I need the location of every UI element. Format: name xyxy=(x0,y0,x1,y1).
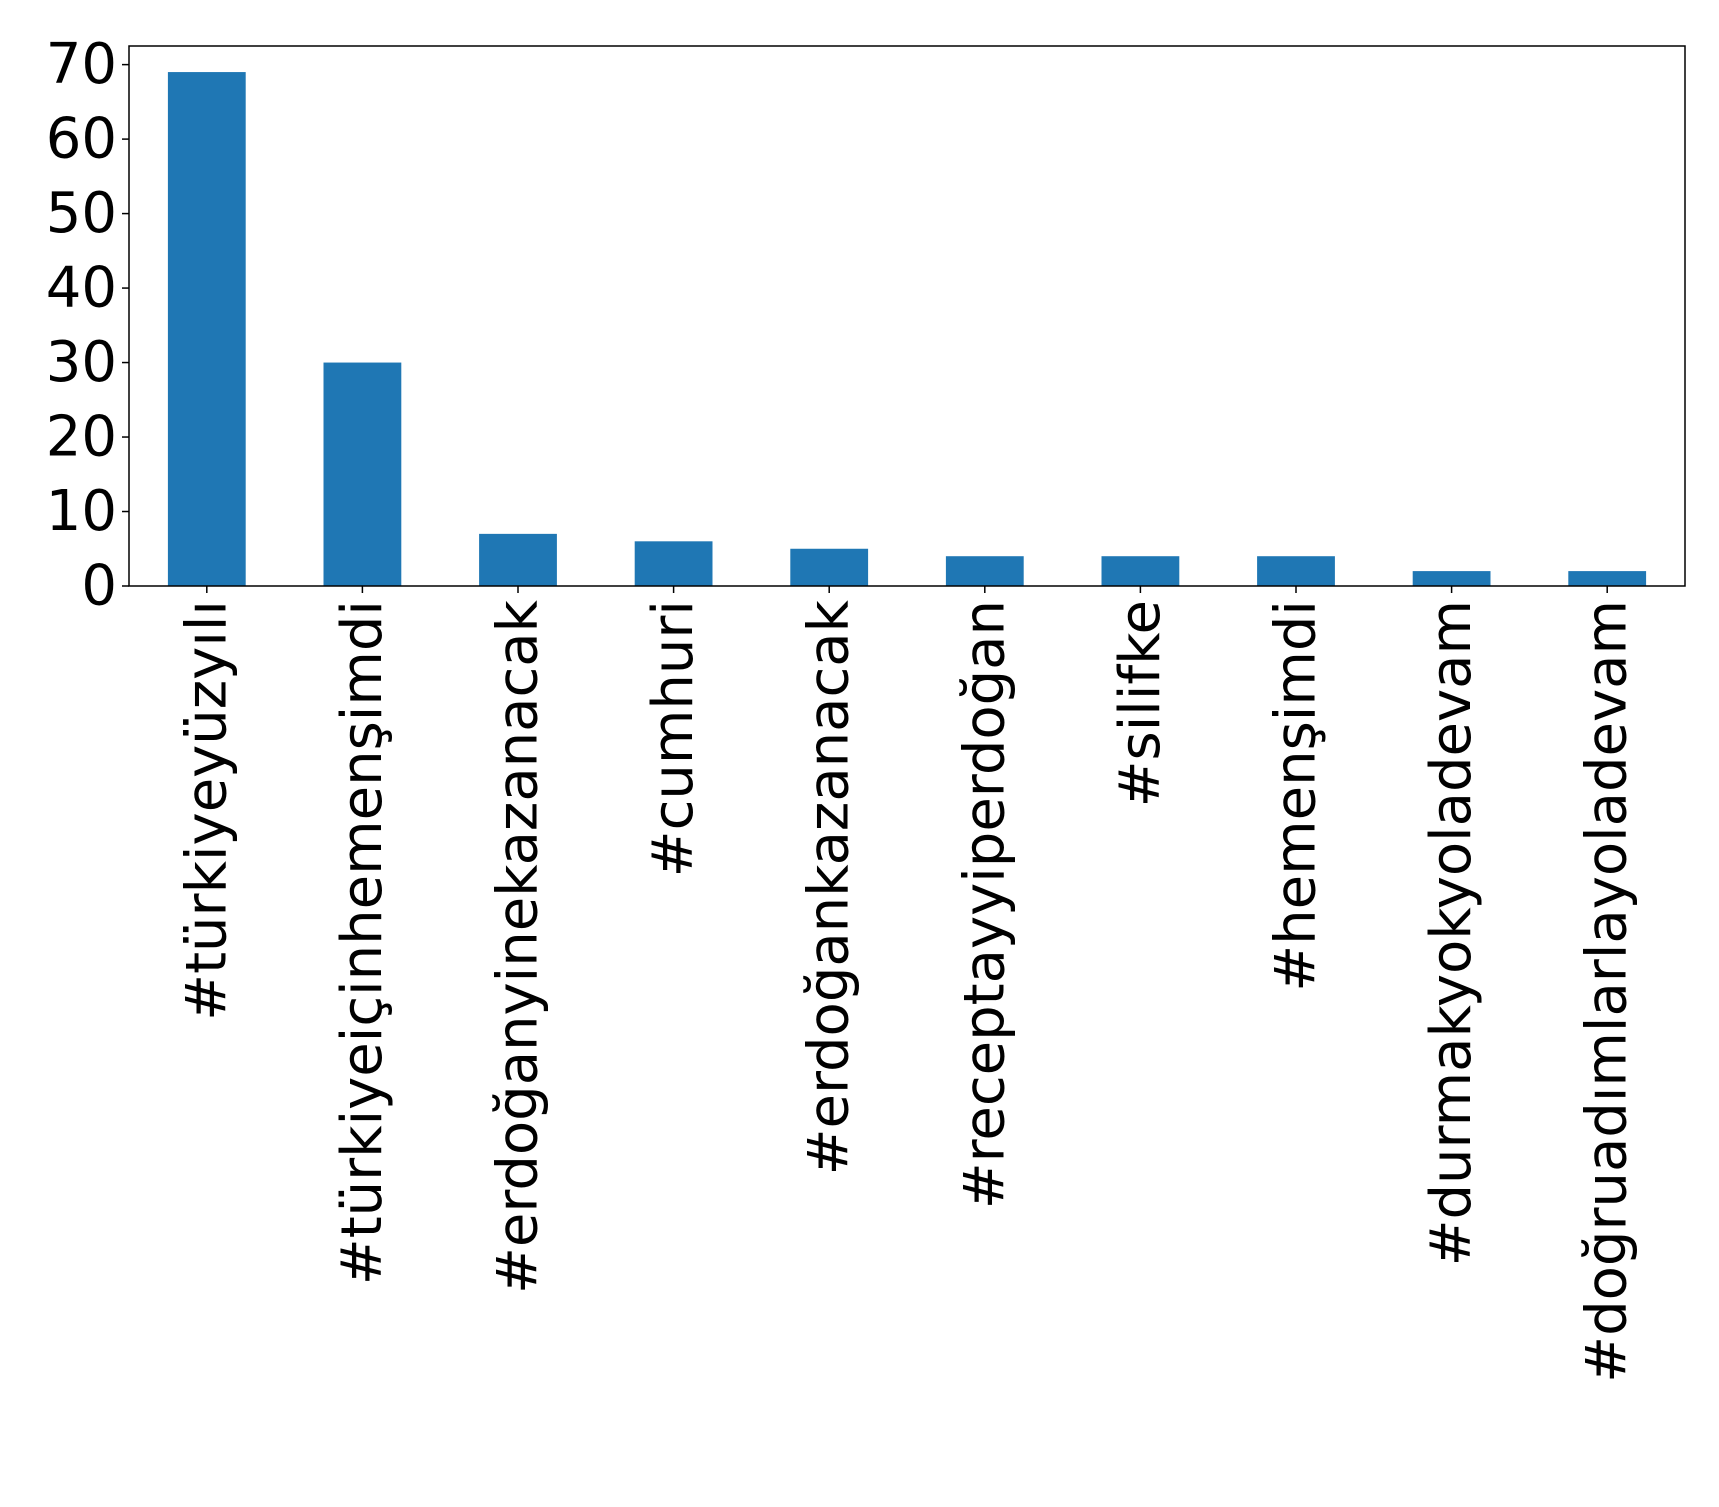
bar xyxy=(1257,556,1335,586)
y-tick-label: 60 xyxy=(46,107,117,172)
bar xyxy=(1568,571,1647,586)
bar xyxy=(479,533,557,586)
y-tick-label: 20 xyxy=(46,405,117,470)
x-tick-label: #türkiyeyüzyılı xyxy=(174,600,239,1021)
x-axis: #türkiyeyüzyılı #türkiyeiçinhemenşimdi #er… xyxy=(174,586,1640,1383)
bars-layer xyxy=(167,72,1647,586)
bar xyxy=(1101,556,1180,586)
x-tick-label: #hemenşimdi xyxy=(1264,600,1329,992)
y-tick-label: 40 xyxy=(46,256,117,321)
bar xyxy=(790,548,869,586)
y-tick-label: 10 xyxy=(46,479,117,544)
x-tick-label: #türkiyeiçinhemenşimdi xyxy=(330,600,395,1285)
y-tick-label: 50 xyxy=(46,181,117,246)
y-tick-label: 30 xyxy=(46,330,117,395)
bar xyxy=(323,362,402,586)
x-tick-label: #silifke xyxy=(1108,600,1173,807)
plot-frame xyxy=(128,45,1686,587)
x-tick-label: #cumhuri xyxy=(641,600,706,877)
bar xyxy=(945,556,1024,586)
bar xyxy=(634,541,713,586)
x-tick-label: #durmakyokyoladevam xyxy=(1419,600,1484,1266)
bar xyxy=(1412,571,1491,586)
y-axis: 0 10 20 30 40 50 60 70 xyxy=(46,32,129,619)
x-tick-label: #receptayyiperdoğan xyxy=(952,600,1017,1209)
x-tick-label: #doğruadımlarlayoladevam xyxy=(1575,600,1640,1383)
bar xyxy=(167,72,246,586)
y-tick-label: 70 xyxy=(46,32,117,97)
x-tick-label: #erdoğanyinekazanacak xyxy=(486,599,551,1294)
x-tick-label: #erdoğankazanacak xyxy=(797,599,862,1175)
y-tick-label: 0 xyxy=(81,554,117,619)
